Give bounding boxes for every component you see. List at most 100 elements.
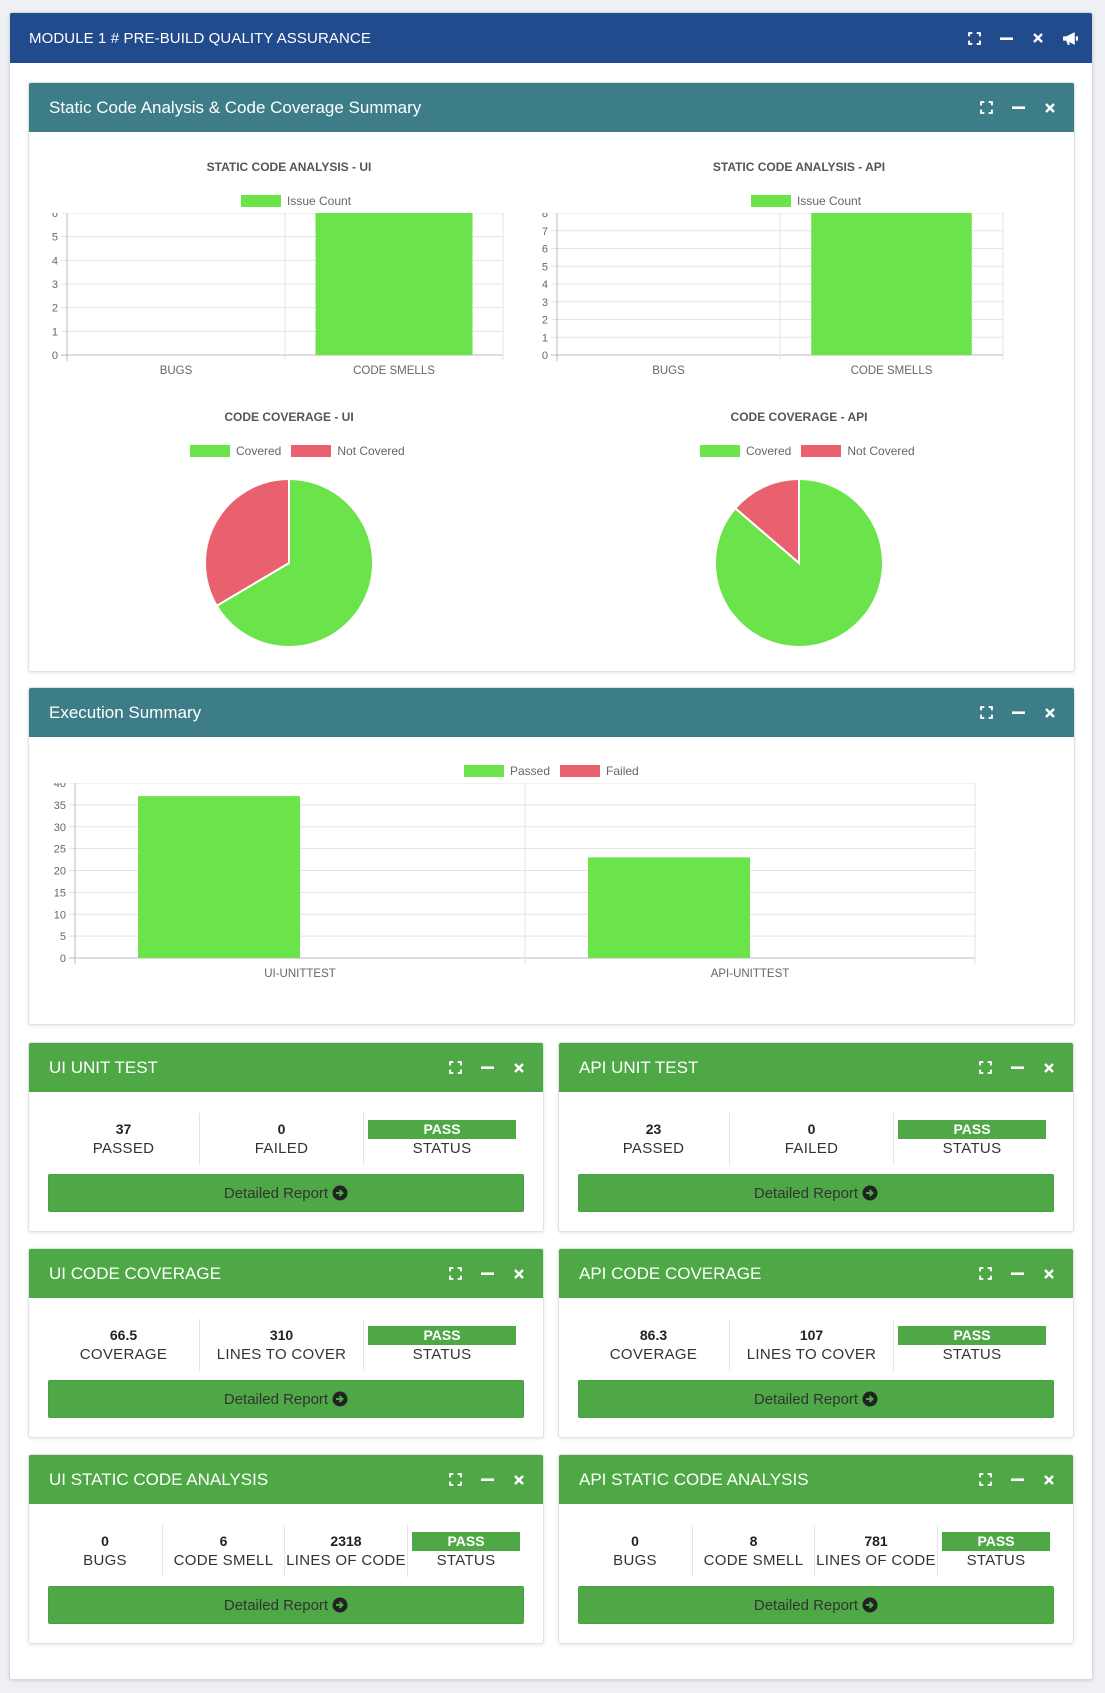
close-icon[interactable]	[503, 1464, 535, 1496]
pie-slice-not-covered	[733, 477, 800, 566]
minimize-icon[interactable]	[471, 1464, 503, 1496]
expand-icon[interactable]	[970, 697, 1002, 729]
stats-row: 0 BUGS 6 CODE SMELL 2318 LINES OF CODE P…	[48, 1525, 524, 1577]
status-badge: PASS	[368, 1119, 516, 1139]
chart-title-coverage-ui: CODE COVERAGE - UI	[224, 410, 354, 424]
execution-summary-header: Execution Summary	[29, 688, 1074, 737]
legend-item-not-covered[interactable]: Not Covered	[291, 444, 405, 458]
minimize-icon[interactable]	[1001, 1464, 1033, 1496]
y-tick-label: 1	[52, 326, 58, 338]
legend-coverage-ui: Covered Not Covered	[190, 444, 415, 458]
y-tick-label: 2	[542, 315, 548, 327]
status-cell: PASS STATUS	[364, 1113, 520, 1165]
ui-cov-card: UI CODE COVERAGE 66.5 COVERAGE 310 LINES…	[28, 1248, 544, 1438]
detailed-report-button[interactable]: Detailed Report	[48, 1586, 524, 1624]
stat-label: STATUS	[942, 1345, 1002, 1363]
minimize-icon[interactable]	[1002, 697, 1034, 729]
close-icon[interactable]	[1033, 1464, 1065, 1496]
close-icon[interactable]	[503, 1052, 535, 1084]
status-cell: PASS STATUS	[938, 1525, 1054, 1577]
status-badge: PASS	[898, 1325, 1046, 1345]
y-tick-label: 6	[542, 244, 548, 256]
detailed-report-button[interactable]: Detailed Report	[578, 1380, 1054, 1418]
close-icon[interactable]	[1033, 1258, 1065, 1290]
legend-item-passed[interactable]: Passed	[464, 764, 550, 778]
expand-icon[interactable]	[439, 1464, 471, 1496]
card-header: API UNIT TEST	[559, 1043, 1073, 1092]
stat-label: LINES OF CODE	[816, 1552, 936, 1569]
stat-label: PASSED	[92, 1140, 155, 1157]
card-title: API CODE COVERAGE	[579, 1263, 762, 1283]
legend-item-issue-count[interactable]: Issue Count	[751, 194, 861, 208]
x-tick-label: API-UNITTEST	[711, 968, 790, 980]
button-label: Detailed Report	[753, 1184, 859, 1202]
legend-item-covered[interactable]: Covered	[190, 444, 281, 458]
card-title: UI UNIT TEST	[49, 1057, 158, 1077]
button-label: Detailed Report	[753, 1390, 859, 1408]
stat-cell: 107 LINES TO COVER	[730, 1319, 894, 1371]
legend-label: Issue Count	[797, 194, 862, 208]
legend-label: Covered	[236, 444, 282, 458]
stat-cell: 37 PASSED	[48, 1113, 200, 1165]
status-badge: PASS	[942, 1531, 1050, 1551]
expand-icon[interactable]	[969, 1052, 1001, 1084]
y-tick-label: 0	[542, 350, 548, 362]
stats-row: 66.5 COVERAGE 310 LINES TO COVER PASS ST…	[48, 1319, 520, 1371]
close-icon[interactable]	[503, 1258, 535, 1290]
legend-item-failed[interactable]: Failed	[560, 764, 639, 778]
minimize-icon[interactable]	[1001, 1052, 1033, 1084]
legend-item-not-covered[interactable]: Not Covered	[801, 444, 915, 458]
button-label: Detailed Report	[223, 1390, 329, 1408]
stat-cell: 310 LINES TO COVER	[200, 1319, 364, 1371]
minimize-icon[interactable]	[471, 1052, 503, 1084]
stats-row: 0 BUGS 8 CODE SMELL 781 LINES OF CODE PA…	[578, 1525, 1054, 1577]
static-analysis-panel: Static Code Analysis & Code Coverage Sum…	[28, 82, 1075, 672]
card-header: API CODE COVERAGE	[559, 1249, 1073, 1298]
legend-label: Issue Count	[287, 194, 352, 208]
arrow-right-circle-icon	[332, 1597, 348, 1613]
legend-label: Covered	[746, 444, 792, 458]
minimize-icon[interactable]	[990, 22, 1022, 54]
status-cell: PASS STATUS	[894, 1319, 1050, 1371]
static-analysis-header: Static Code Analysis & Code Coverage Sum…	[29, 83, 1074, 132]
y-tick-label: 6	[52, 213, 58, 220]
detailed-report-button[interactable]: Detailed Report	[578, 1174, 1054, 1212]
stat-cell: 6 CODE SMELL	[163, 1525, 285, 1577]
detailed-report-button[interactable]: Detailed Report	[578, 1586, 1054, 1624]
stat-cell: 0 FAILED	[200, 1113, 364, 1165]
y-tick-label: 15	[54, 887, 66, 899]
execution-summary-panel: Execution Summary Passed Failed 0 5 10 15 20…	[28, 687, 1075, 1025]
stat-label: STATUS	[412, 1139, 472, 1157]
minimize-icon[interactable]	[471, 1258, 503, 1290]
expand-icon[interactable]	[439, 1258, 471, 1290]
detailed-report-button[interactable]: Detailed Report	[48, 1380, 524, 1418]
expand-icon[interactable]	[970, 92, 1002, 124]
close-icon[interactable]	[1033, 1052, 1065, 1084]
close-icon[interactable]	[1022, 22, 1054, 54]
detailed-report-button[interactable]: Detailed Report	[48, 1174, 524, 1212]
expand-icon[interactable]	[439, 1052, 471, 1084]
expand-icon[interactable]	[969, 1464, 1001, 1496]
legend-coverage-api: Covered Not Covered	[700, 444, 925, 458]
minimize-icon[interactable]	[1001, 1258, 1033, 1290]
bullhorn-icon[interactable]	[1054, 22, 1086, 54]
card-header: UI STATIC CODE ANALYSIS	[29, 1455, 543, 1504]
y-tick-label: 8	[542, 213, 548, 220]
pie-chart-coverage-api	[714, 477, 884, 648]
pie-chart-coverage-ui	[204, 477, 374, 648]
status-cell: PASS STATUS	[364, 1319, 520, 1371]
expand-icon[interactable]	[969, 1258, 1001, 1290]
card-title: API UNIT TEST	[579, 1057, 699, 1077]
close-icon[interactable]	[1034, 92, 1066, 124]
legend-item-covered[interactable]: Covered	[700, 444, 791, 458]
minimize-icon[interactable]	[1002, 92, 1034, 124]
expand-icon[interactable]	[958, 22, 990, 54]
legend-item-issue-count[interactable]: Issue Count	[241, 194, 351, 208]
close-icon[interactable]	[1034, 697, 1066, 729]
chart-title-static-api: STATIC CODE ANALYSIS - API	[712, 160, 886, 174]
stat-value: 37	[115, 1121, 132, 1137]
legend-label: Passed	[510, 764, 551, 778]
bar-chart-static-ui: 0 1 2 3 4 5 6 BUGS CODE SMELLS	[52, 213, 504, 377]
stat-label: STATUS	[412, 1345, 472, 1363]
bar-ui-unittest-passed	[138, 796, 300, 958]
